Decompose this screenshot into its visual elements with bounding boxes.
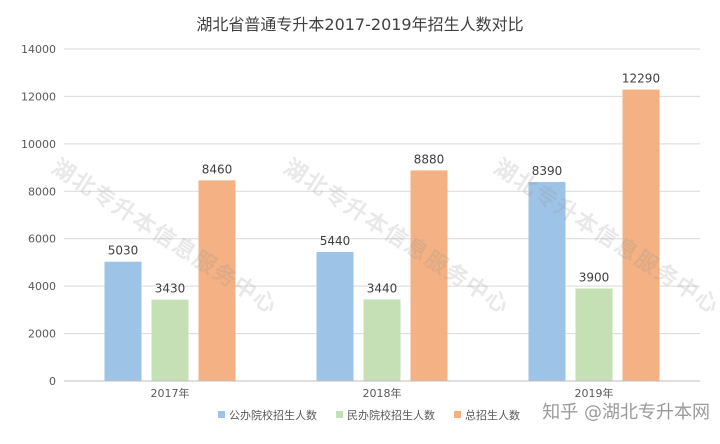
y-tick-label: 2000: [28, 328, 56, 341]
bar: [316, 251, 354, 381]
y-tick-label: 12000: [21, 90, 56, 103]
chart-title: 湖北省普通专升本2017-2019年招生人数对比: [196, 15, 523, 34]
legend-label: 民办院校招生人数: [347, 408, 435, 422]
x-axis: 2017年 2018年 2019年: [64, 380, 700, 400]
data-label: 8390: [532, 164, 563, 178]
data-label: 8880: [414, 152, 445, 166]
legend-label: 总招生人数: [465, 408, 520, 422]
data-label: 3900: [579, 271, 610, 285]
data-label: 3430: [155, 282, 186, 296]
data-label: 3440: [367, 281, 398, 295]
legend-label: 公办院校招生人数: [229, 408, 317, 422]
bar: [363, 299, 401, 381]
legend: 公办院校招生人数 民办院校招生人数 总招生人数: [218, 408, 520, 422]
bar: [151, 299, 189, 381]
y-tick-label: 14000: [21, 43, 56, 56]
bar: [575, 288, 613, 381]
x-tick-label: 2018年: [363, 386, 402, 400]
bar: [410, 170, 448, 381]
x-tick-label: 2017年: [151, 386, 190, 400]
data-label: 5440: [320, 234, 351, 248]
y-tick-label: 10000: [21, 138, 56, 151]
bars: 5030 3430 8460 5440 3440 8880 8390 3900 12290: [104, 72, 660, 382]
data-label: 8460: [202, 162, 233, 176]
bar: [622, 89, 660, 382]
bar: [104, 261, 142, 381]
bar: [198, 180, 236, 381]
y-tick-label: 6000: [28, 233, 56, 246]
y-tick-label: 0: [49, 375, 56, 388]
x-tick-label: 2019年: [575, 386, 614, 400]
data-label: 5030: [108, 244, 139, 258]
legend-swatch: [336, 411, 343, 418]
credit-text: 知乎 @湖北专升本网: [542, 402, 710, 423]
y-axis: 0 2000 4000 6000 8000 10000 12000 14000: [21, 43, 56, 388]
data-label: 12290: [622, 72, 660, 86]
legend-swatch: [454, 411, 461, 418]
y-tick-label: 4000: [28, 280, 56, 293]
bar: [528, 182, 566, 381]
legend-swatch: [218, 411, 225, 418]
y-tick-label: 8000: [28, 185, 56, 198]
